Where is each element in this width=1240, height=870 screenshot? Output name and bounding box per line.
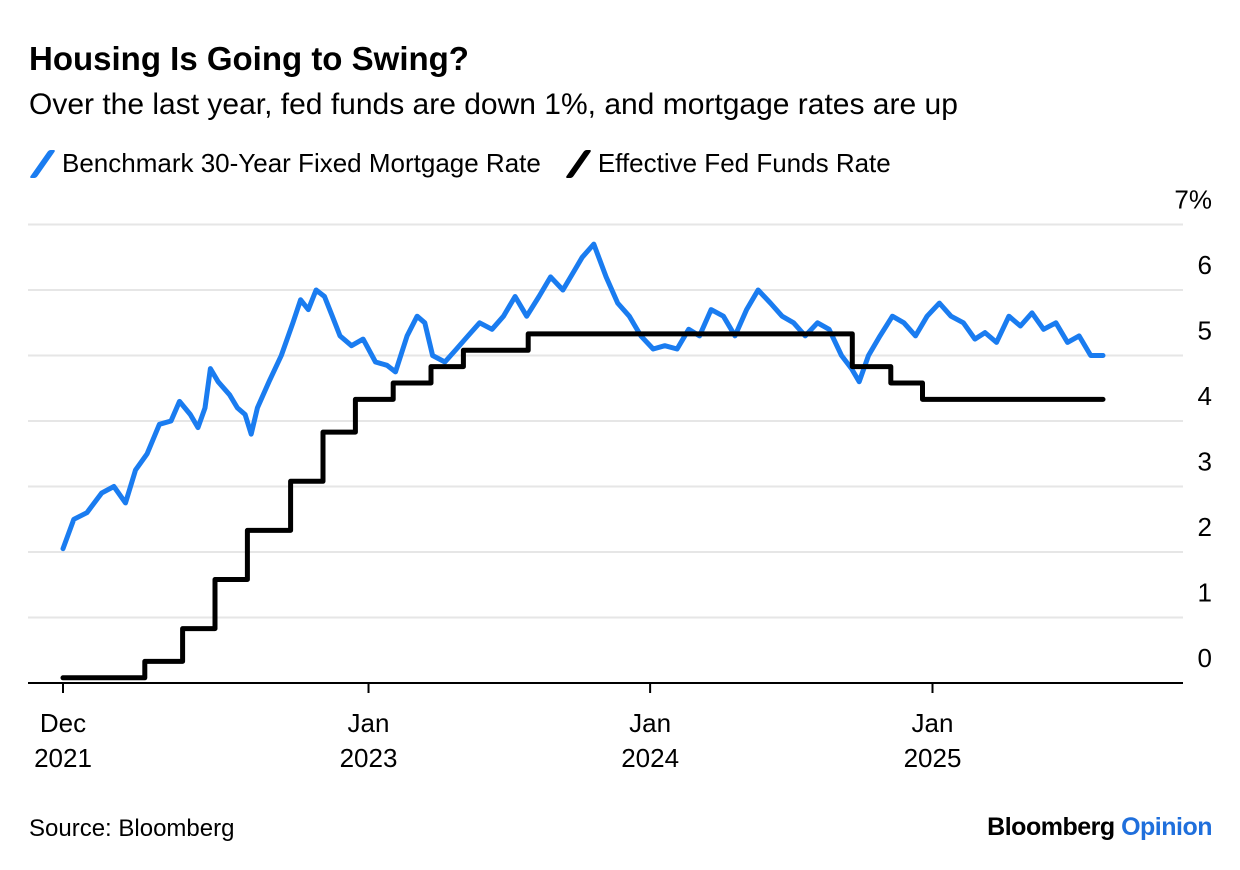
x-tick-label: Jan bbox=[629, 708, 671, 738]
chart-title: Housing Is Going to Swing? bbox=[29, 40, 469, 77]
x-tick-label: 2024 bbox=[621, 743, 679, 773]
series-line-mortgage bbox=[60, 241, 1106, 552]
brand-suffix: Opinion bbox=[1121, 813, 1212, 841]
legend-label-fedfunds: Effective Fed Funds Rate bbox=[597, 148, 891, 178]
x-tick-label: Dec bbox=[40, 708, 86, 738]
y-tick-label: 4 bbox=[1198, 381, 1212, 411]
x-tick-label: 2023 bbox=[340, 743, 398, 773]
x-tick-label: Jan bbox=[348, 708, 390, 738]
x-tick-label: Jan bbox=[912, 708, 954, 738]
y-tick-label: 6 bbox=[1198, 250, 1212, 280]
brand-name: Bloomberg bbox=[987, 813, 1115, 841]
brand-logo: Bloomberg Opinion bbox=[987, 813, 1212, 842]
series-line-fedfunds bbox=[60, 331, 1106, 681]
y-tick-label: 2 bbox=[1198, 512, 1212, 542]
y-tick-label: 3 bbox=[1198, 447, 1212, 477]
x-tick-label: 2021 bbox=[34, 743, 92, 773]
y-tick-label: 0 bbox=[1198, 643, 1212, 673]
x-tick-label: 2025 bbox=[904, 743, 962, 773]
source-note: Source: Bloomberg bbox=[29, 815, 235, 842]
y-tick-label: 5 bbox=[1198, 316, 1212, 346]
legend-item-mortgage: Benchmark 30-Year Fixed Mortgage Rate bbox=[29, 148, 541, 179]
y-tick-label: 7% bbox=[1174, 185, 1212, 215]
legend: Benchmark 30-Year Fixed Mortgage Rate Ef… bbox=[29, 148, 915, 179]
y-tick-label: 1 bbox=[1198, 578, 1212, 608]
legend-label-mortgage: Benchmark 30-Year Fixed Mortgage Rate bbox=[62, 148, 541, 178]
chart-subtitle: Over the last year, fed funds are down 1… bbox=[29, 88, 958, 121]
legend-item-fedfunds: Effective Fed Funds Rate bbox=[565, 148, 891, 179]
